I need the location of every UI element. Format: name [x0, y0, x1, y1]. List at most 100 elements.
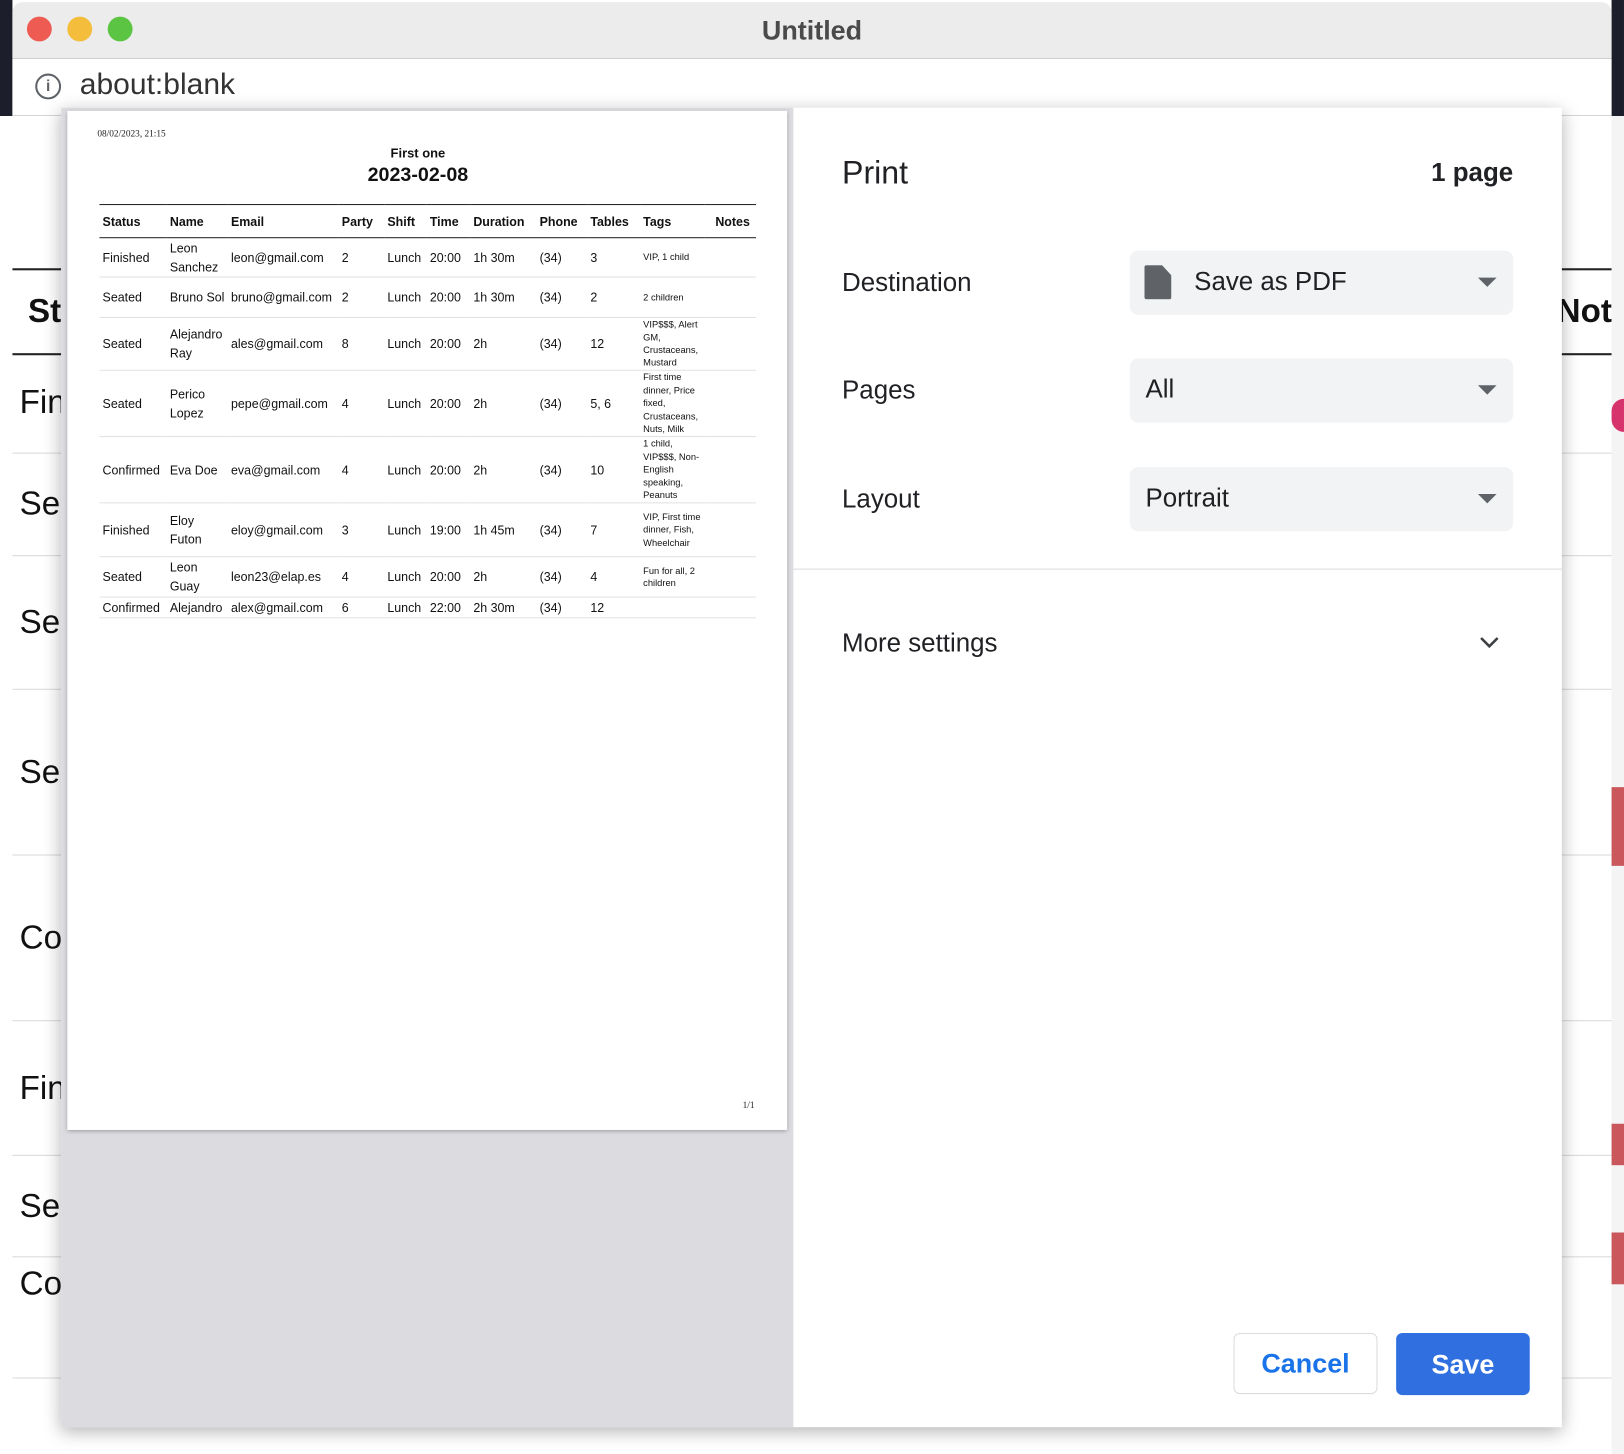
table-cell: 20:00: [426, 317, 471, 371]
tag-cell: 2 children: [640, 277, 705, 318]
bg-row-text: Co: [19, 1264, 63, 1302]
table-row: Confirmed Alejandro alex@gmail.com 6 Lunch 22…: [99, 597, 757, 619]
table-cell: (34): [536, 277, 588, 318]
column-header: Name: [166, 204, 228, 239]
table-cell: 2h 30m: [470, 597, 537, 619]
table-cell: 20:00: [426, 237, 471, 278]
table-row: Seated Leon Guay leon23@elap.es 4 Lunch 20:00…: [99, 556, 757, 598]
field-label: Pages: [842, 375, 916, 405]
table-cell: 1h 30m: [470, 237, 537, 278]
table-cell: Finished: [99, 502, 167, 558]
table-cell: Eloy Futon: [166, 502, 228, 558]
table-cell: 2h: [470, 436, 537, 504]
table-cell: (34): [536, 556, 588, 598]
table-cell: 10: [587, 436, 641, 504]
table-cell: (34): [536, 237, 588, 278]
timestamp: 08/02/2023, 21:15: [97, 128, 166, 139]
save-button[interactable]: Save: [1396, 1332, 1530, 1396]
reservations-table: Status Name Email Party Shift Time Duration Pho…: [99, 204, 757, 619]
dropdown[interactable]: Portrait: [1129, 467, 1514, 532]
table-cell: Alejandro: [166, 597, 228, 619]
doc-heading: First one: [390, 146, 446, 161]
bg-header-right: Not: [1556, 292, 1612, 330]
minimize-button[interactable]: [67, 16, 93, 42]
table-cell: Eva Doe: [166, 436, 228, 504]
table-cell: Seated: [99, 370, 167, 438]
table-row: Seated Bruno Sol bruno@gmail.com 2 Lunch 20:0…: [99, 277, 757, 318]
table-row: Confirmed Eva Doe eva@gmail.com 4 Lunch 20:00…: [99, 436, 757, 504]
table-cell: Lunch: [384, 237, 427, 278]
table-cell: Lunch: [384, 436, 427, 504]
cancel-label: Cancel: [1261, 1347, 1350, 1379]
table-cell: 12: [587, 597, 641, 619]
info-icon[interactable]: i: [35, 73, 62, 100]
table-cell: 4: [338, 556, 385, 598]
table-cell: Alejandro Ray: [166, 317, 228, 371]
table-cell: 2h: [470, 556, 537, 598]
dropdown-value: Save as PDF: [1194, 267, 1347, 297]
dropdown[interactable]: Save as PDF: [1129, 250, 1514, 315]
column-header: Time: [426, 204, 471, 239]
bg-tag: [1611, 1123, 1624, 1166]
bg-badge: [1611, 398, 1624, 432]
save-label: Save: [1431, 1348, 1495, 1380]
table-cell: Lunch: [384, 597, 427, 619]
table-cell: [704, 502, 757, 558]
column-header: Tags: [640, 204, 705, 239]
expand-icon[interactable]: [1477, 633, 1502, 652]
tag-cell: VIP, First time dinner, Fish, Wheelchair: [640, 502, 705, 558]
table-cell: 2h: [470, 370, 537, 438]
table-cell: [704, 277, 757, 318]
table-cell: 2: [338, 277, 385, 318]
table-row: Seated Alejandro Ray ales@gmail.com 8 Lunch 2…: [99, 317, 757, 371]
table-cell: pepe@gmail.com: [227, 370, 339, 438]
close-button[interactable]: [26, 16, 52, 42]
table-cell: Bruno Sol: [166, 277, 228, 318]
table-cell: 20:00: [426, 436, 471, 504]
bg-tag: [1611, 1232, 1624, 1285]
url[interactable]: about:blank: [79, 68, 236, 102]
table-cell: Lunch: [384, 370, 427, 438]
table-cell: Lunch: [384, 556, 427, 598]
table-cell: 22:00: [426, 597, 471, 619]
table-cell: 8: [338, 317, 385, 371]
bg-row-text: Fin: [19, 383, 66, 421]
table-cell: Confirmed: [99, 436, 167, 504]
bg-row-text: Fin: [19, 1068, 66, 1107]
table-cell: eloy@gmail.com: [227, 502, 339, 558]
table-cell: [704, 370, 757, 438]
table-cell: leon@gmail.com: [227, 237, 339, 278]
table-cell: 20:00: [426, 556, 471, 598]
table-cell: Leon Sanchez: [166, 237, 228, 278]
table-cell: Finished: [99, 237, 167, 278]
table-cell: Seated: [99, 556, 167, 598]
table-cell: 2: [587, 277, 641, 318]
maximize-button[interactable]: [107, 16, 133, 42]
more-settings[interactable]: More settings: [842, 628, 998, 658]
table-cell: (34): [536, 502, 588, 558]
dropdown-caret: [1477, 385, 1497, 395]
dropdown-caret: [1477, 494, 1497, 504]
table-cell: eva@gmail.com: [227, 436, 339, 504]
column-header: Tables: [587, 204, 641, 239]
table-cell: 4: [338, 370, 385, 438]
table-cell: 5, 6: [587, 370, 641, 438]
table-cell: 3: [338, 502, 385, 558]
page-number: 1/1: [742, 1099, 755, 1111]
desktop-right: [1611, 0, 1624, 116]
column-header: Notes: [704, 204, 757, 239]
cancel-button[interactable]: Cancel: [1233, 1332, 1378, 1395]
table-cell: (34): [536, 370, 588, 438]
table-cell: (34): [536, 597, 588, 619]
table-cell: 7: [587, 502, 641, 558]
divider: [793, 568, 1562, 570]
dropdown-caret: [1477, 277, 1497, 287]
table-row: Finished Eloy Futon eloy@gmail.com 3 Lunch 19…: [99, 502, 757, 558]
dropdown[interactable]: All: [1129, 358, 1514, 423]
dialog-title: Print: [842, 154, 909, 191]
table-cell: 2h: [470, 317, 537, 371]
table-cell: (34): [536, 317, 588, 371]
bg-tag: [1611, 787, 1624, 866]
desktop-left: [0, 0, 13, 116]
right-edge: [1611, 115, 1624, 1454]
